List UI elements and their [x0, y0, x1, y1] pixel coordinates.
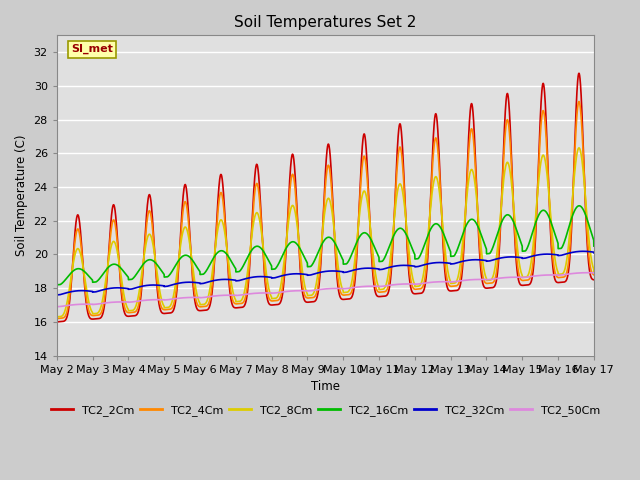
Text: SI_met: SI_met — [71, 44, 113, 54]
X-axis label: Time: Time — [311, 380, 340, 393]
Y-axis label: Soil Temperature (C): Soil Temperature (C) — [15, 135, 28, 256]
Legend: TC2_2Cm, TC2_4Cm, TC2_8Cm, TC2_16Cm, TC2_32Cm, TC2_50Cm: TC2_2Cm, TC2_4Cm, TC2_8Cm, TC2_16Cm, TC2… — [46, 401, 605, 420]
Title: Soil Temperatures Set 2: Soil Temperatures Set 2 — [234, 15, 417, 30]
